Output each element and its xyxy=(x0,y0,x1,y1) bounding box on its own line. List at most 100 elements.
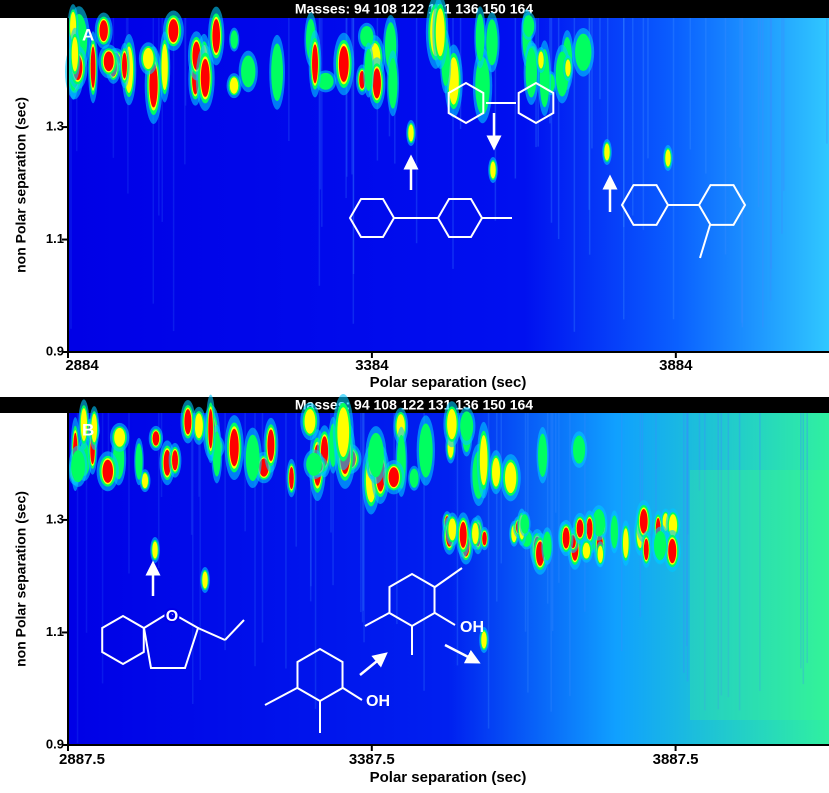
streak xyxy=(588,18,590,210)
streak xyxy=(423,413,425,691)
streak xyxy=(393,413,395,489)
title-bar xyxy=(0,0,829,18)
peak xyxy=(595,541,606,568)
peak-ring xyxy=(229,77,239,94)
streak xyxy=(184,18,187,106)
peak xyxy=(408,465,421,491)
peak xyxy=(488,157,498,183)
streak xyxy=(738,413,741,711)
streak xyxy=(622,18,625,320)
peak-core xyxy=(388,467,399,488)
y-tick-label: 0.9 xyxy=(46,736,64,751)
streak xyxy=(152,18,155,304)
streak xyxy=(496,413,498,602)
streak xyxy=(769,18,772,301)
peak xyxy=(269,34,285,110)
streak xyxy=(351,18,353,175)
streak xyxy=(352,18,355,274)
peak-ring xyxy=(575,33,592,71)
chart-title: Masses: 94 108 122 131 136 150 164 xyxy=(295,1,533,17)
peak-core xyxy=(312,44,318,84)
peak xyxy=(88,31,99,104)
streak xyxy=(487,413,490,729)
streak xyxy=(158,18,160,216)
peak-core xyxy=(372,68,381,99)
peak xyxy=(432,0,449,69)
streak xyxy=(107,413,110,480)
streak xyxy=(527,413,529,693)
x-tick-label: 2884 xyxy=(65,357,99,374)
streak xyxy=(557,18,560,240)
streak xyxy=(85,413,88,633)
peak-ring xyxy=(368,432,384,478)
bond xyxy=(434,612,456,626)
peak-ring xyxy=(337,407,350,458)
atom-label: OH xyxy=(366,693,390,710)
panel-label: A xyxy=(82,25,94,44)
peak-core xyxy=(172,450,178,471)
streak xyxy=(623,18,625,228)
streak xyxy=(224,413,226,651)
peak xyxy=(472,47,493,124)
streak xyxy=(762,18,764,328)
peak xyxy=(579,538,594,563)
streak xyxy=(261,413,264,643)
peak xyxy=(191,406,207,445)
x-tick-label: 2887.5 xyxy=(59,751,105,768)
peak xyxy=(238,50,258,93)
streak xyxy=(494,18,497,221)
peak xyxy=(150,537,160,563)
peak-ring xyxy=(388,57,398,109)
peak-ring xyxy=(317,72,334,90)
green-zone xyxy=(690,470,829,720)
peak-core xyxy=(643,538,649,561)
peak-ring xyxy=(504,462,517,494)
streak xyxy=(642,18,645,230)
ring xyxy=(348,197,396,239)
peak-ring xyxy=(194,413,203,439)
x-tick-label: 3387.5 xyxy=(349,751,395,768)
peak-ring xyxy=(241,55,256,88)
peak xyxy=(386,50,399,117)
x-tick-label: 3887.5 xyxy=(653,751,699,768)
peak-ring xyxy=(472,522,479,545)
streak xyxy=(550,18,553,223)
streak xyxy=(101,413,104,684)
peak xyxy=(609,510,620,554)
peak xyxy=(536,47,546,73)
streak xyxy=(112,18,115,158)
y-axis-label: non Polar separation (sec) xyxy=(13,97,29,273)
peak-ring xyxy=(447,409,457,440)
peak xyxy=(563,55,573,81)
peak xyxy=(286,458,297,498)
peak-ring xyxy=(665,149,671,167)
peak-core xyxy=(102,459,114,483)
streak xyxy=(717,413,719,710)
streak xyxy=(672,18,675,320)
streak xyxy=(318,18,321,286)
x-tick-label: 3384 xyxy=(355,357,389,374)
peak-core xyxy=(639,509,648,534)
peak-core xyxy=(459,521,467,548)
streak xyxy=(76,413,79,744)
peak xyxy=(620,520,631,566)
peak-ring xyxy=(460,411,474,441)
streak xyxy=(330,413,332,533)
peak-ring xyxy=(542,531,552,561)
streak xyxy=(599,18,601,100)
streak xyxy=(687,413,689,535)
peak xyxy=(308,30,322,98)
streak xyxy=(584,413,586,612)
peak xyxy=(98,44,120,79)
peak xyxy=(96,451,119,492)
y-axis-label: non Polar separation (sec) xyxy=(13,491,29,667)
streak xyxy=(759,413,761,692)
peak-ring xyxy=(202,571,208,589)
streak xyxy=(781,18,783,234)
peak xyxy=(382,459,405,495)
streak xyxy=(500,413,503,564)
peak xyxy=(332,394,354,471)
bond xyxy=(197,627,226,641)
peak-ring xyxy=(71,36,79,72)
